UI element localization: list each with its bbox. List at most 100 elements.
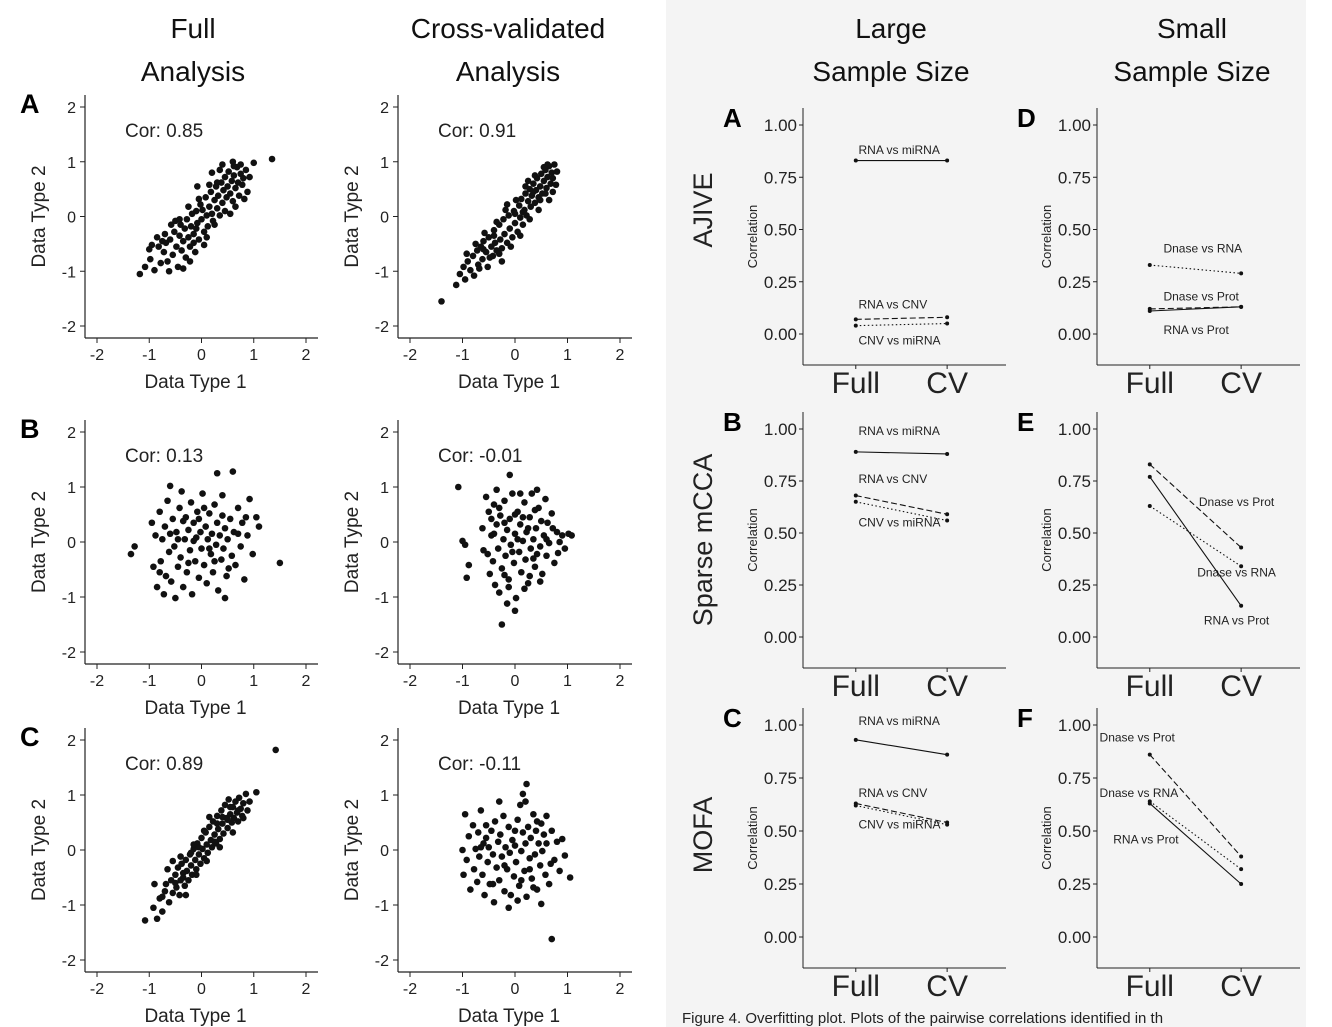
scatter-point — [246, 798, 253, 805]
scatter-point — [197, 860, 204, 868]
scatter-point — [206, 181, 213, 189]
panel-letter: B — [20, 414, 40, 444]
y-tick-label: 1 — [67, 155, 76, 172]
scatter-point — [214, 825, 222, 833]
scatter-point — [491, 818, 499, 825]
line-panel: 1.00 0.75 0.50 0.25 0.00 Full CV Correlation D Dn… — [1017, 103, 1300, 400]
scatter-point — [219, 813, 226, 821]
scatter-point — [249, 550, 257, 558]
scatter-point — [510, 873, 518, 880]
scatter-point — [164, 497, 171, 505]
correlation-annotation: Cor: 0.85 — [125, 121, 203, 142]
y-axis-title: Correlation — [1039, 806, 1054, 870]
scatter-point — [190, 519, 197, 527]
scatter-point — [194, 219, 201, 227]
scatter-point — [522, 190, 529, 197]
scatter-point — [502, 206, 509, 214]
scatter-point — [531, 199, 539, 207]
scatter-point — [151, 266, 158, 274]
scatter-point — [238, 181, 246, 189]
scatter-point — [545, 880, 553, 888]
scatter-point — [191, 557, 199, 565]
series-point — [853, 803, 858, 808]
scatter-point — [182, 891, 190, 899]
panel-letter: F — [1017, 703, 1033, 733]
y-tick-label: -2 — [375, 319, 389, 336]
method-row-label: AJIVE — [688, 172, 718, 247]
scatter-point — [461, 541, 469, 549]
scatter-point — [484, 263, 492, 271]
scatter-point — [241, 195, 248, 203]
series-label: Dnase vs RNA — [1100, 786, 1179, 800]
scatter-point — [480, 246, 487, 253]
series-point — [945, 451, 950, 456]
scatter-point — [166, 482, 174, 490]
scatter-point — [530, 810, 537, 818]
x-tick-label: 1 — [563, 673, 572, 690]
scatter-point — [171, 543, 178, 550]
scatter-point — [544, 173, 551, 181]
scatter-point — [211, 501, 218, 508]
series-label: RNA vs Prot — [1204, 613, 1270, 627]
y-tick-label: 1 — [380, 788, 389, 805]
y-axis-title: Data Type 2 — [29, 799, 50, 901]
scatter-point — [225, 168, 232, 175]
panel-letter: C — [723, 703, 742, 733]
scatter-point — [220, 186, 227, 194]
scatter-point — [197, 201, 204, 208]
y-tick-label: 1 — [380, 155, 389, 172]
y-tick-label: 0.25 — [1058, 273, 1091, 292]
scatter-point — [181, 225, 189, 232]
scatter-point — [461, 810, 469, 818]
scatter-point — [198, 545, 205, 552]
scatter-point — [214, 587, 222, 594]
y-tick-label: 0.75 — [1058, 472, 1091, 491]
x-category-label: Full — [832, 367, 880, 400]
scatter-point — [467, 886, 474, 893]
scatter-point — [226, 210, 234, 218]
scatter-point — [272, 746, 279, 754]
scatter-point — [522, 840, 529, 847]
scatter-point — [485, 508, 493, 516]
y-tick-label: 1.00 — [1058, 716, 1091, 735]
scatter-point — [512, 858, 520, 866]
y-tick-label: 0.00 — [1058, 928, 1091, 947]
scatter-point — [166, 236, 174, 243]
x-tick-label: -2 — [90, 673, 104, 690]
scatter-point — [456, 270, 464, 278]
scatter-point — [542, 871, 549, 879]
scatter-point — [253, 788, 260, 796]
scatter-point — [495, 589, 503, 596]
scatter-point — [498, 258, 506, 265]
scatter-point — [506, 471, 514, 479]
scatter-point — [246, 495, 253, 503]
scatter-point — [234, 530, 242, 538]
scatter-point — [527, 203, 535, 210]
scatter-point — [187, 499, 195, 506]
scatter-point — [225, 565, 232, 572]
scatter-point — [527, 545, 535, 552]
y-tick-label: 0.25 — [1058, 576, 1091, 595]
scatter-point — [510, 559, 518, 567]
scatter-point — [566, 874, 574, 881]
scatter-point — [169, 515, 177, 523]
scatter-point — [501, 230, 508, 238]
scatter-point — [145, 246, 153, 253]
scatter-point — [553, 838, 561, 846]
scatter-point — [229, 468, 237, 475]
scatter-point — [235, 794, 243, 802]
scatter-point — [545, 196, 553, 204]
scatter-point — [195, 515, 203, 523]
scatter-panel: -2 -1 0 1 2 2 1 0 -1 -2 Data Type 1 Data Type 2 Cor:… — [20, 414, 318, 719]
scatter-point — [213, 812, 221, 820]
y-tick-label: 0.50 — [1058, 822, 1091, 841]
scatter-point — [505, 823, 512, 831]
scatter-point — [240, 799, 247, 807]
scatter-point — [509, 548, 516, 556]
scatter-point — [554, 549, 562, 557]
scatter-point — [518, 568, 525, 576]
scatter-point — [221, 801, 229, 809]
line-panel: 1.00 0.75 0.50 0.25 0.00 Full CV Correlation BSp… — [688, 407, 1006, 703]
scatter-point — [242, 790, 250, 798]
scatter-point — [531, 851, 539, 858]
